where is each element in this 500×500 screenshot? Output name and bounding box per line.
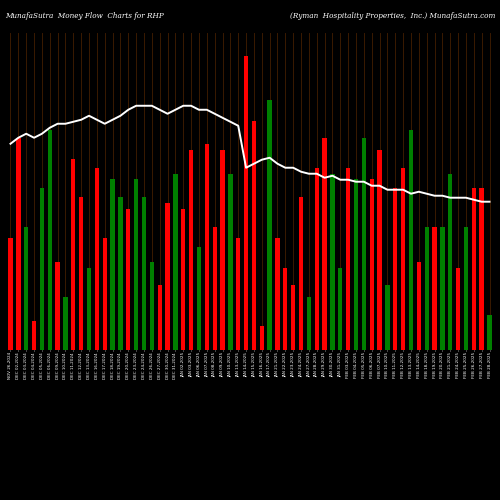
Bar bbox=[283, 268, 288, 350]
Bar bbox=[448, 174, 452, 350]
Bar bbox=[204, 144, 209, 350]
Bar bbox=[212, 226, 217, 350]
Bar bbox=[472, 188, 476, 350]
Bar bbox=[440, 226, 444, 350]
Bar bbox=[71, 159, 76, 350]
Bar bbox=[299, 197, 303, 350]
Bar bbox=[393, 188, 398, 350]
Bar bbox=[16, 138, 20, 350]
Bar bbox=[252, 120, 256, 350]
Text: MunafaSutra  Money Flow  Charts for RHP: MunafaSutra Money Flow Charts for RHP bbox=[5, 12, 164, 20]
Text: (Ryman  Hospitality Properties,  Inc.) MunafaSutra.com: (Ryman Hospitality Properties, Inc.) Mun… bbox=[290, 12, 495, 20]
Bar bbox=[488, 314, 492, 350]
Bar bbox=[346, 168, 350, 350]
Bar bbox=[236, 238, 240, 350]
Bar bbox=[110, 180, 114, 350]
Bar bbox=[158, 286, 162, 350]
Bar bbox=[268, 100, 272, 350]
Bar bbox=[87, 268, 91, 350]
Bar bbox=[244, 56, 248, 350]
Bar bbox=[314, 168, 319, 350]
Bar bbox=[173, 174, 178, 350]
Bar bbox=[354, 180, 358, 350]
Bar bbox=[220, 150, 224, 350]
Bar bbox=[338, 268, 342, 350]
Bar bbox=[40, 188, 44, 350]
Bar bbox=[401, 168, 406, 350]
Bar bbox=[362, 138, 366, 350]
Bar bbox=[291, 286, 296, 350]
Bar bbox=[424, 226, 429, 350]
Bar bbox=[456, 268, 460, 350]
Bar bbox=[276, 238, 280, 350]
Bar bbox=[134, 180, 138, 350]
Bar bbox=[32, 320, 36, 350]
Bar bbox=[79, 197, 84, 350]
Bar bbox=[189, 150, 194, 350]
Bar bbox=[378, 150, 382, 350]
Bar bbox=[142, 197, 146, 350]
Bar bbox=[126, 209, 130, 350]
Bar bbox=[416, 262, 421, 350]
Bar bbox=[409, 130, 413, 350]
Bar bbox=[150, 262, 154, 350]
Bar bbox=[181, 209, 186, 350]
Bar bbox=[432, 226, 436, 350]
Bar bbox=[56, 262, 60, 350]
Bar bbox=[48, 130, 52, 350]
Bar bbox=[94, 168, 99, 350]
Bar bbox=[330, 174, 334, 350]
Bar bbox=[370, 180, 374, 350]
Bar bbox=[322, 138, 327, 350]
Bar bbox=[102, 238, 107, 350]
Bar bbox=[166, 203, 170, 350]
Bar bbox=[228, 174, 232, 350]
Bar bbox=[197, 247, 201, 350]
Bar bbox=[306, 297, 311, 350]
Bar bbox=[464, 226, 468, 350]
Bar bbox=[118, 197, 122, 350]
Bar bbox=[480, 188, 484, 350]
Bar bbox=[24, 226, 28, 350]
Bar bbox=[64, 297, 68, 350]
Bar bbox=[260, 326, 264, 350]
Bar bbox=[8, 238, 12, 350]
Bar bbox=[386, 286, 390, 350]
